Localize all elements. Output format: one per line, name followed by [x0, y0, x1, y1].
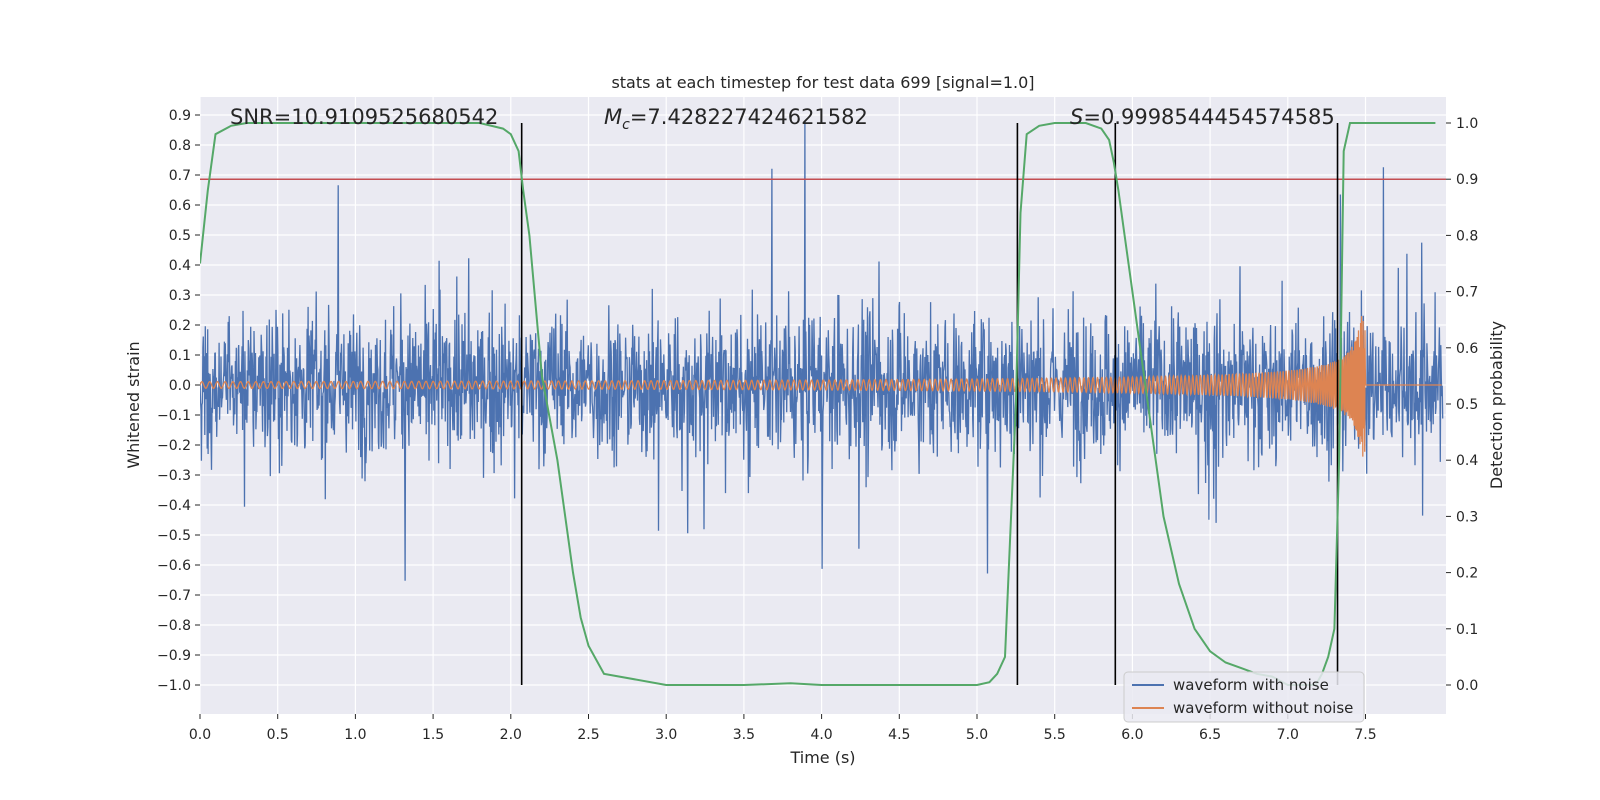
- y-tick-label: −0.3: [157, 468, 191, 484]
- snr-annotation: SNR=10.9109525680542: [230, 105, 498, 129]
- y-tick-label: 0.4: [169, 258, 191, 274]
- mc-symbol: M: [604, 105, 622, 129]
- clean-waveform-series: [200, 316, 1442, 457]
- mc-subscript: c: [622, 117, 630, 133]
- y2-axis-ticks: 1.0 0.9 0.8 0.7 0.6 0.5 0.4 0.3 0.2 0.1 0.0: [1446, 116, 1478, 694]
- x-axis-label: Time (s): [789, 748, 855, 767]
- x-axis-ticks: 0.0 0.5 1.0 1.5 2.0 2.5 3.0 3.5 4.0 4.5 5.0 5.5 6.0 6…: [189, 714, 1377, 743]
- y-tick-label: 0.3: [169, 288, 191, 304]
- y-tick-label: −0.1: [157, 408, 191, 424]
- legend-label-clean: waveform without noise: [1173, 699, 1353, 717]
- y-tick-label: −0.9: [157, 648, 191, 664]
- clean-waveform-line: [200, 316, 1442, 457]
- x-tick-label: 7.5: [1354, 727, 1376, 743]
- mc-value: =7.428227424621582: [630, 105, 868, 129]
- noisy-waveform-series: [200, 120, 1444, 581]
- y-tick-label: 0.5: [169, 228, 191, 244]
- s-value: =0.9998544454574585: [1083, 105, 1334, 129]
- y-tick-label: 0.2: [169, 318, 191, 334]
- y2-tick-label: 0.2: [1456, 566, 1478, 582]
- y2-tick-label: 0.5: [1456, 397, 1478, 413]
- detection-markers: [520, 123, 1339, 685]
- y2-tick-label: 0.0: [1456, 678, 1478, 694]
- y-axis-ticks: 0.9 0.8 0.7 0.6 0.5 0.4 0.3 0.2 0.1 0.0 −0.1 −0.2 −0…: [157, 108, 200, 694]
- y2-axis-label: Detection probability: [1487, 321, 1506, 489]
- x-tick-label: 3.5: [733, 727, 755, 743]
- y2-tick-label: 1.0: [1456, 116, 1478, 132]
- y-tick-label: −0.5: [157, 528, 191, 544]
- s-annotation: S=0.9998544454574585: [1070, 105, 1335, 129]
- x-tick-label: 6.5: [1199, 727, 1221, 743]
- chirp-mass-annotation: Mc=7.428227424621582: [604, 105, 868, 133]
- y2-tick-label: 0.3: [1456, 509, 1478, 525]
- x-tick-label: 2.0: [500, 727, 522, 743]
- y-tick-label: −0.7: [157, 588, 191, 604]
- y2-tick-label: 0.4: [1456, 453, 1478, 469]
- y2-tick-label: 0.9: [1456, 172, 1478, 188]
- y-tick-label: 0.0: [169, 378, 191, 394]
- x-tick-label: 0.5: [267, 727, 289, 743]
- y-tick-label: 0.8: [169, 138, 191, 154]
- y-tick-label: 0.9: [169, 108, 191, 124]
- s-symbol: S: [1070, 105, 1083, 129]
- x-tick-label: 1.0: [344, 727, 366, 743]
- x-tick-label: 1.5: [422, 727, 444, 743]
- x-tick-label: 5.5: [1044, 727, 1066, 743]
- x-tick-label: 7.0: [1277, 727, 1299, 743]
- y-tick-label: −0.2: [157, 438, 191, 454]
- x-tick-label: 2.5: [577, 727, 599, 743]
- y2-tick-label: 0.7: [1456, 285, 1478, 301]
- chart-title: stats at each timestep for test data 699…: [611, 73, 1034, 92]
- legend-label-noisy: waveform with noise: [1173, 676, 1329, 694]
- x-tick-label: 4.0: [810, 727, 832, 743]
- y-tick-label: −0.8: [157, 618, 191, 634]
- legend: waveform with noise waveform without noi…: [1123, 671, 1365, 723]
- y-tick-label: 0.7: [169, 168, 191, 184]
- y2-tick-label: 0.8: [1456, 228, 1478, 244]
- y-tick-label: −0.4: [157, 498, 191, 514]
- noisy-waveform-line: [200, 120, 1444, 581]
- y2-tick-label: 0.1: [1456, 622, 1478, 638]
- x-tick-label: 4.5: [888, 727, 910, 743]
- legend-box: [1123, 671, 1365, 723]
- y-axis-label: Whitened strain: [124, 341, 143, 468]
- x-tick-label: 5.0: [966, 727, 988, 743]
- x-tick-label: 0.0: [189, 727, 211, 743]
- y-tick-label: −0.6: [157, 558, 191, 574]
- y-tick-label: 0.6: [169, 198, 191, 214]
- y-tick-label: 0.1: [169, 348, 191, 364]
- y-tick-label: −1.0: [157, 678, 191, 694]
- x-tick-label: 3.0: [655, 727, 677, 743]
- y2-tick-label: 0.6: [1456, 341, 1478, 357]
- x-tick-label: 6.0: [1121, 727, 1143, 743]
